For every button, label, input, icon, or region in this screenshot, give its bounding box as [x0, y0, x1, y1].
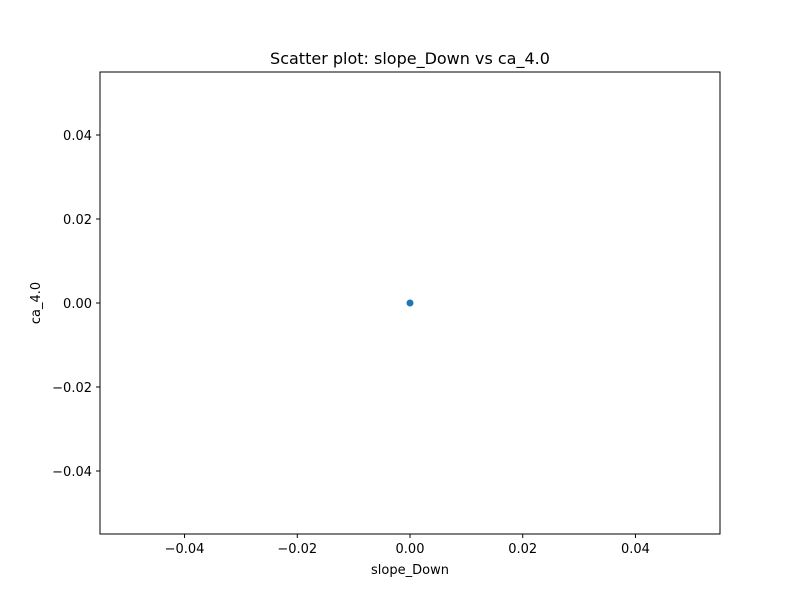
x-axis-label: slope_Down — [371, 563, 449, 578]
y-axis-label: ca_4.0 — [29, 282, 44, 324]
x-tick-label: −0.04 — [165, 542, 205, 557]
y-tick-label: −0.04 — [52, 465, 92, 480]
chart-title: Scatter plot: slope_Down vs ca_4.0 — [270, 49, 550, 69]
y-tick-label: −0.02 — [52, 381, 92, 396]
x-axis-ticks: −0.04 −0.02 0.00 0.02 0.04 — [165, 534, 650, 557]
x-tick-label: 0.00 — [396, 542, 425, 557]
data-point — [406, 299, 414, 307]
x-tick-label: −0.02 — [277, 542, 317, 557]
y-tick-label: 0.00 — [63, 297, 92, 312]
x-tick-label: 0.04 — [621, 542, 650, 557]
data-points — [406, 299, 414, 307]
y-tick-label: 0.02 — [63, 213, 92, 228]
y-axis-ticks: −0.04 −0.02 0.00 0.02 0.04 — [52, 129, 100, 480]
y-tick-label: 0.04 — [63, 129, 92, 144]
x-tick-label: 0.02 — [508, 542, 537, 557]
